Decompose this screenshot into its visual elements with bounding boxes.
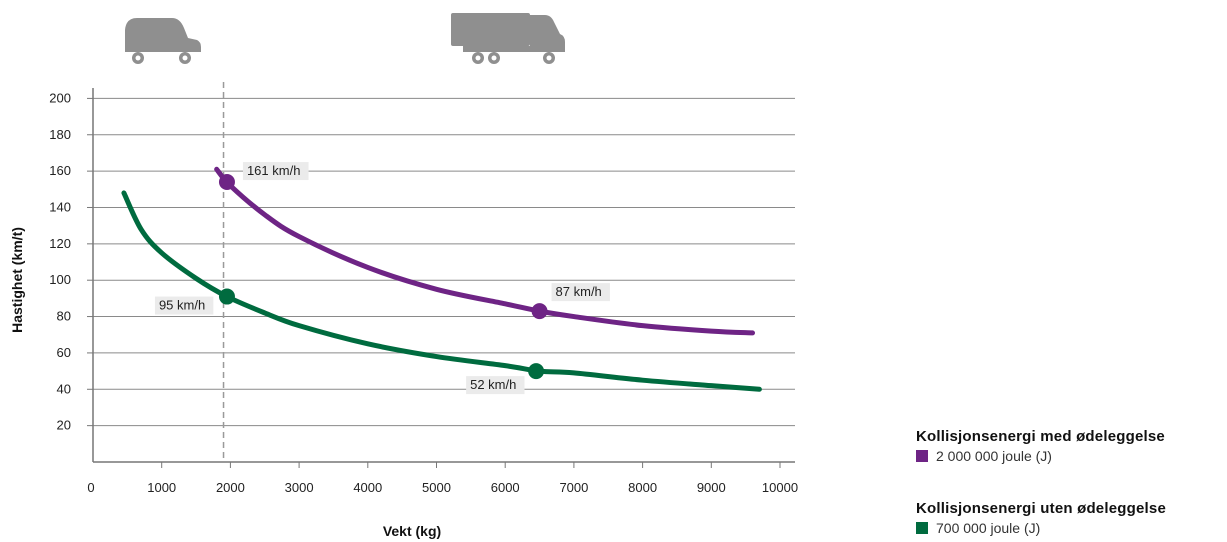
y-tick-label: 100	[49, 272, 71, 287]
x-tick-label: 2000	[216, 480, 245, 495]
x-tick-label: 6000	[491, 480, 520, 495]
x-tick-label: 0	[87, 480, 94, 495]
data-label: 52 km/h	[470, 377, 516, 392]
truck-icon	[451, 13, 565, 64]
data-label: 87 km/h	[556, 284, 602, 299]
data-label-bg	[154, 296, 214, 315]
legend-item-destructive: 2 000 000 joule (J)	[916, 448, 1227, 464]
x-tick-label: 10000	[762, 480, 798, 495]
data-point	[531, 303, 548, 320]
legend-item-nondestructive: 700 000 joule (J)	[916, 520, 1227, 536]
y-tick-label: 180	[49, 127, 71, 142]
data-label-bg	[551, 283, 610, 302]
series-line	[121, 190, 762, 392]
x-axis-title: Vekt (kg)	[383, 523, 441, 539]
y-tick-label: 200	[49, 90, 71, 105]
series-line	[214, 166, 756, 336]
x-tick-label: 1000	[147, 480, 176, 495]
series-layer: 161 km/h 87 km/h 95 km/h 52 km/h	[121, 162, 762, 395]
x-tick-label: 7000	[559, 480, 588, 495]
x-tick-label: 9000	[697, 480, 726, 495]
data-label: 95 km/h	[159, 298, 205, 313]
data-label-bg	[242, 162, 309, 181]
y-tick-label: 20	[57, 418, 71, 433]
x-tick-label: 4000	[353, 480, 382, 495]
y-tick-label: 120	[49, 236, 71, 251]
legend-item-label: 700 000 joule (J)	[936, 520, 1041, 536]
legend-title-destructive: Kollisjonsenergi med ødeleggelse	[916, 428, 1165, 445]
legend-group-nondestructive: Kollisjonsenergi uten ødeleggelse 700 00…	[916, 500, 1227, 536]
x-tick-label: 5000	[422, 480, 451, 495]
data-label-bg	[466, 376, 525, 395]
y-tick-label: 140	[49, 199, 71, 214]
data-label: 161 km/h	[247, 163, 300, 178]
x-tick-label: 3000	[285, 480, 314, 495]
y-tick-label: 160	[49, 163, 71, 178]
x-tick-label: 8000	[628, 480, 657, 495]
y-tick-label: 80	[57, 309, 71, 324]
y-axis-title: Hastighet (km/t)	[9, 227, 25, 333]
car-icon	[125, 18, 201, 64]
legend-swatch-green	[916, 522, 928, 534]
y-tick-label: 40	[57, 381, 71, 396]
legend-title-nondestructive: Kollisjonsenergi uten ødeleggelse	[916, 500, 1166, 517]
data-point	[218, 174, 235, 191]
grid	[93, 82, 795, 462]
y-tick-label: 60	[57, 345, 71, 360]
data-point	[218, 288, 235, 305]
legend-group-destructive: Kollisjonsenergi med ødeleggelse 2 000 0…	[916, 428, 1227, 464]
data-point	[528, 363, 545, 380]
legend-item-label: 2 000 000 joule (J)	[936, 448, 1052, 464]
legend-swatch-purple	[916, 450, 928, 462]
